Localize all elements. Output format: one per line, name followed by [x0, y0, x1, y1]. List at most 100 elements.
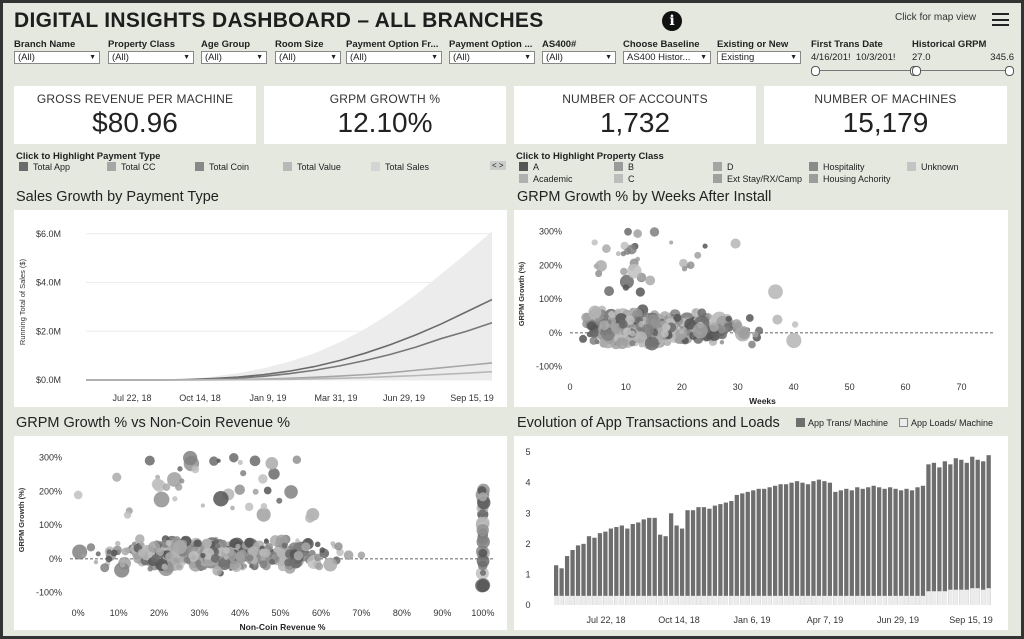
filter-property-class[interactable]: Property Class (All) ▼: [108, 39, 194, 64]
filter-select[interactable]: (All) ▼: [346, 51, 442, 64]
evolution-chart[interactable]: 0 1 2 3 4 5 Jul 22, 18 Oct 14, 18 Jan 6, 19 Apr 7…: [514, 436, 1008, 630]
slider-handle[interactable]: [1005, 66, 1014, 76]
scatter-point: [155, 474, 161, 480]
bar-app-loads: [964, 589, 969, 605]
filter-existing-or-new[interactable]: Existing or New Existing ▼: [717, 39, 801, 64]
bar-app-trans: [970, 456, 975, 605]
filter-choose-baseline[interactable]: Choose Baseline AS400 Histor... ▼: [623, 39, 711, 64]
info-icon[interactable]: i: [662, 11, 682, 31]
scatter-point: [599, 320, 610, 331]
filter-payment-option-from[interactable]: Payment Option Fr... (All) ▼: [346, 39, 442, 64]
filter-first-trans-date[interactable]: First Trans Date 4/16/201! 10/3/201!: [811, 39, 919, 76]
map-view-link[interactable]: Click for map view: [895, 12, 977, 23]
scatter-point: [314, 541, 321, 548]
filter-age-group[interactable]: Age Group (All) ▼: [201, 39, 267, 64]
legend-item-total-coin[interactable]: Total Coin: [195, 162, 249, 172]
filter-select[interactable]: AS400 Histor... ▼: [623, 51, 711, 64]
bar-app-loads: [718, 595, 723, 605]
scatter-point: [200, 552, 206, 559]
bar-app-trans: [794, 481, 800, 605]
legend-swatch: [614, 174, 623, 183]
sales-growth-chart[interactable]: $0.0M $2.0M $4.0M $6.0M Jul 22, 18 Oct 14, 18…: [14, 210, 507, 407]
x-axis-label: Weeks: [749, 396, 776, 406]
filter-select[interactable]: (All) ▼: [542, 51, 616, 64]
slider-handle[interactable]: [811, 66, 820, 76]
grpm-range-slider[interactable]: [912, 66, 1014, 76]
legend-item-total-app[interactable]: Total App: [19, 162, 70, 172]
scatter-point: [173, 557, 179, 563]
scatter-point: [165, 552, 175, 562]
y-tick-label: $6.0M: [36, 229, 61, 239]
y-tick-label: 100%: [39, 520, 62, 530]
legend-item-total-cc[interactable]: Total CC: [107, 162, 156, 172]
bar-app-loads: [800, 595, 805, 605]
legend-item-b[interactable]: B: [614, 162, 634, 172]
filter-historical-grpm[interactable]: Historical GRPM 27.0 345.6: [912, 39, 1014, 76]
scatter-point: [595, 260, 607, 272]
legend-label: C: [628, 174, 635, 184]
bar-app-loads: [931, 591, 937, 605]
scatter-point: [579, 334, 588, 343]
bar-app-loads: [630, 595, 635, 605]
scatter-point: [244, 537, 254, 548]
scatter-point: [260, 503, 268, 510]
filter-payment-option[interactable]: Payment Option ... (All) ▼: [449, 39, 535, 64]
scatter-point: [110, 549, 118, 557]
slider-handle[interactable]: [912, 66, 921, 76]
x-tick-label: Jun 29, 19: [383, 393, 425, 403]
legend-item-d[interactable]: D: [713, 162, 734, 172]
legend-item-housing[interactable]: Housing Achority: [809, 174, 891, 184]
bar-app-trans: [942, 461, 947, 605]
bar-app-trans: [953, 458, 958, 605]
legend-title: Click to Highlight Property Class: [516, 151, 664, 162]
legend-swatch: [371, 162, 380, 171]
filter-room-size[interactable]: Room Size (All) ▼: [275, 39, 341, 64]
legend-item-app-loads[interactable]: App Loads/ Machine: [899, 418, 993, 428]
filter-branch-name[interactable]: Branch Name (All) ▼: [14, 39, 100, 64]
legend-label: Housing Achority: [823, 174, 891, 184]
scatter-point: [357, 551, 366, 559]
legend-item-app-trans[interactable]: App Trans/ Machine: [796, 418, 888, 428]
legend-scroll-arrows[interactable]: < >: [490, 161, 506, 170]
y-axis-label: GRPM Growth (%): [517, 261, 526, 326]
bar-app-loads: [767, 595, 772, 605]
bar-app-trans: [877, 487, 882, 605]
bar-app-trans: [887, 487, 893, 605]
date-range-slider[interactable]: [811, 66, 919, 76]
scatter-point: [249, 563, 254, 569]
grpm-noncoin-chart[interactable]: 300% 200% 100% 0% -100% 0% 10% 20% 30% 40% 50% 60% 7…: [14, 436, 507, 632]
legend-item-unknown[interactable]: Unknown: [907, 162, 959, 172]
scatter-point: [215, 543, 220, 549]
x-tick-label: Jul 22, 18: [586, 615, 625, 625]
scatter-point: [681, 266, 688, 272]
filter-select[interactable]: (All) ▼: [108, 51, 194, 64]
bar-app-trans: [904, 488, 909, 605]
filter-select[interactable]: (All) ▼: [201, 51, 267, 64]
filter-select[interactable]: (All) ▼: [275, 51, 341, 64]
filter-select[interactable]: (All) ▼: [449, 51, 535, 64]
filter-select[interactable]: (All) ▼: [14, 51, 100, 64]
legend-item-c[interactable]: C: [614, 174, 635, 184]
bar-app-loads: [636, 595, 641, 605]
filter-select[interactable]: Existing ▼: [717, 51, 801, 64]
bar-app-loads: [679, 595, 685, 605]
legend-item-hospitality[interactable]: Hospitality: [809, 162, 865, 172]
scatter-point: [172, 496, 178, 502]
legend-item-ext-stay[interactable]: Ext Stay/RX/Camp: [713, 174, 802, 184]
scatter-point: [315, 562, 324, 571]
grpm-weeks-chart[interactable]: 300% 200% 100% 0% -100% 0 10 20 30 40 50 60 70 Weeks G…: [514, 210, 1008, 407]
legend-item-total-sales[interactable]: Total Sales: [371, 162, 429, 172]
hamburger-menu-icon[interactable]: [992, 13, 1009, 26]
scatter-point: [229, 453, 239, 463]
bar-app-trans: [619, 525, 624, 605]
legend-item-a[interactable]: A: [519, 162, 539, 172]
bar-app-loads: [805, 595, 811, 605]
legend-item-total-value[interactable]: Total Value: [283, 162, 341, 172]
bar-app-loads: [915, 595, 920, 605]
bar-app-loads: [942, 591, 947, 605]
x-tick-label: 70%: [352, 608, 370, 618]
filter-as400[interactable]: AS400# (All) ▼: [542, 39, 616, 64]
legend-item-academic[interactable]: Academic: [519, 174, 573, 184]
scatter-point: [179, 478, 185, 484]
x-tick-label: Oct 14, 18: [179, 393, 221, 403]
